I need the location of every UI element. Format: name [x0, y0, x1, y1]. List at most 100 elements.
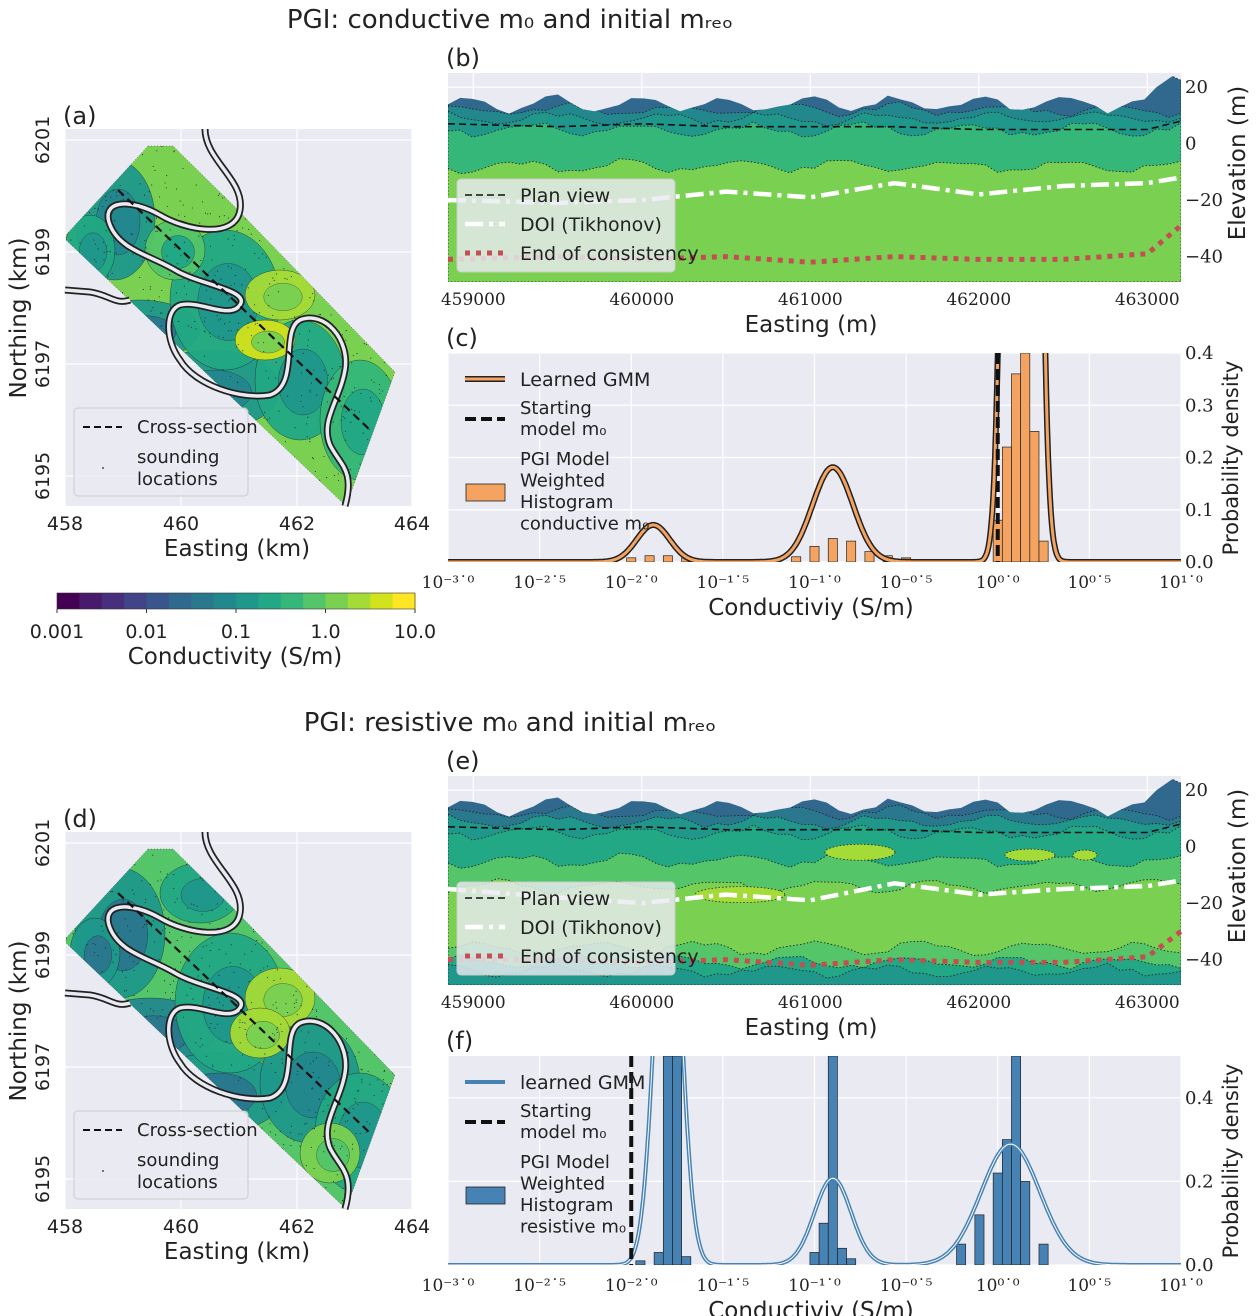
y-tick-label: 6199	[32, 931, 54, 979]
x-tick-label: 458	[47, 513, 83, 535]
sounding-dot	[239, 1042, 241, 1044]
y-axis-label: Probability density	[1219, 361, 1243, 556]
sounding-dot	[232, 244, 234, 247]
sounding-dot	[152, 920, 154, 922]
sounding-dot	[214, 1015, 216, 1017]
sounding-dot	[204, 331, 206, 333]
sounding-dot	[222, 369, 224, 371]
sounding-dot	[141, 880, 143, 882]
sounding-dot	[132, 253, 134, 255]
sounding-dot	[369, 1123, 371, 1125]
sounding-dot	[313, 369, 315, 371]
sounding-dot	[327, 1064, 329, 1067]
sounding-dot	[300, 400, 302, 402]
sounding-dot	[102, 241, 105, 243]
sounding-dot	[202, 879, 204, 881]
histogram-bar	[956, 1243, 967, 1265]
sounding-dot	[390, 1082, 392, 1085]
sounding-dot	[276, 273, 278, 275]
x-tick-label: 463000	[1115, 993, 1180, 1013]
legend-label: Learned GMM	[520, 369, 650, 391]
sounding-dot	[148, 191, 150, 193]
legend-label: learned GMM	[520, 1072, 645, 1094]
sounding-dot	[152, 1010, 154, 1012]
histogram-bar	[644, 555, 655, 562]
sounding-dot	[363, 1149, 365, 1151]
x-tick-label: 462000	[946, 993, 1011, 1013]
sounding-dot	[125, 969, 127, 971]
sounding-dot	[103, 259, 105, 261]
sounding-dot	[125, 989, 128, 991]
sounding-dot	[370, 357, 372, 359]
sounding-dot	[273, 279, 275, 282]
sounding-dot	[125, 976, 127, 978]
sounding-dot	[217, 195, 219, 197]
section-legend: Plan view DOI (Tikhonov) End of consistenc…	[456, 178, 699, 273]
sounding-dot	[169, 274, 171, 276]
sounding-dot	[124, 990, 126, 992]
sounding-dot	[183, 1044, 185, 1046]
sounding-dot	[345, 439, 347, 441]
histogram-bar	[626, 557, 637, 562]
sounding-dot	[266, 965, 268, 967]
sounding-dot	[334, 1117, 336, 1119]
sounding-dot	[216, 315, 218, 317]
sounding-dot	[308, 330, 311, 332]
sounding-dot	[234, 339, 236, 341]
sounding-dot	[137, 963, 139, 965]
sounding-dot	[333, 475, 336, 477]
sounding-dot	[309, 438, 311, 440]
sounding-dot	[333, 1145, 335, 1147]
sounding-dot	[190, 936, 192, 938]
sounding-dot	[161, 146, 163, 148]
sounding-dot	[378, 384, 381, 386]
sounding-dot	[247, 1109, 249, 1111]
histogram-bar	[791, 556, 802, 562]
sounding-dot	[275, 1001, 277, 1004]
x-tick-label: 461000	[778, 993, 843, 1013]
sounding-dot	[230, 330, 232, 332]
sounding-dot	[176, 898, 178, 900]
colorbar-swatch	[124, 593, 148, 609]
histogram-bar	[1001, 1139, 1012, 1265]
y-tick-label: 0.0	[1185, 1255, 1214, 1276]
sounding-dot	[233, 235, 235, 237]
sounding-dot	[356, 353, 358, 355]
sounding-dot	[145, 1015, 147, 1017]
sounding-dot	[160, 325, 162, 327]
sounding-dot	[281, 1058, 283, 1060]
legend-label: DOI (Tikhonov)	[520, 917, 662, 939]
sounding-dot	[101, 971, 103, 973]
sounding-dot	[122, 198, 124, 200]
sounding-dot	[358, 411, 360, 413]
sounding-dot	[154, 941, 156, 943]
colorbar: 0.001 0.01 0.1 1.0 10.0 Conductivity (S/m)	[30, 592, 436, 670]
legend-label: DOI (Tikhonov)	[520, 214, 662, 236]
sounding-dot	[345, 339, 347, 341]
sounding-dot	[344, 430, 347, 432]
sounding-dot	[333, 1130, 336, 1132]
sounding-dot	[267, 294, 269, 296]
sounding-dot	[164, 928, 166, 930]
sounding-dot	[275, 1028, 278, 1030]
legend-swatch	[465, 1186, 506, 1205]
sounding-dot	[351, 362, 353, 364]
y-tick-label: 0	[1185, 134, 1196, 155]
sounding-dot	[276, 1027, 279, 1029]
sounding-dot	[167, 205, 169, 208]
sounding-dot	[286, 278, 288, 280]
y-tick-label: 0.0	[1185, 552, 1214, 573]
sounding-dot	[230, 1064, 232, 1066]
river-channel	[64, 288, 131, 304]
sounding-dot	[218, 974, 220, 976]
legend-label: locations	[137, 1172, 218, 1193]
x-tick-label: 460000	[609, 290, 674, 310]
sounding-dot	[354, 387, 356, 389]
sounding-dot	[255, 944, 257, 946]
sounding-dot	[311, 457, 314, 459]
sounding-dot	[189, 950, 191, 952]
sounding-dot	[110, 891, 112, 893]
figure-title: PGI: resistive m₀ and initial mᵣₑₒ	[304, 708, 717, 738]
x-tick-label: 10⁻³˙⁰	[422, 1276, 475, 1296]
